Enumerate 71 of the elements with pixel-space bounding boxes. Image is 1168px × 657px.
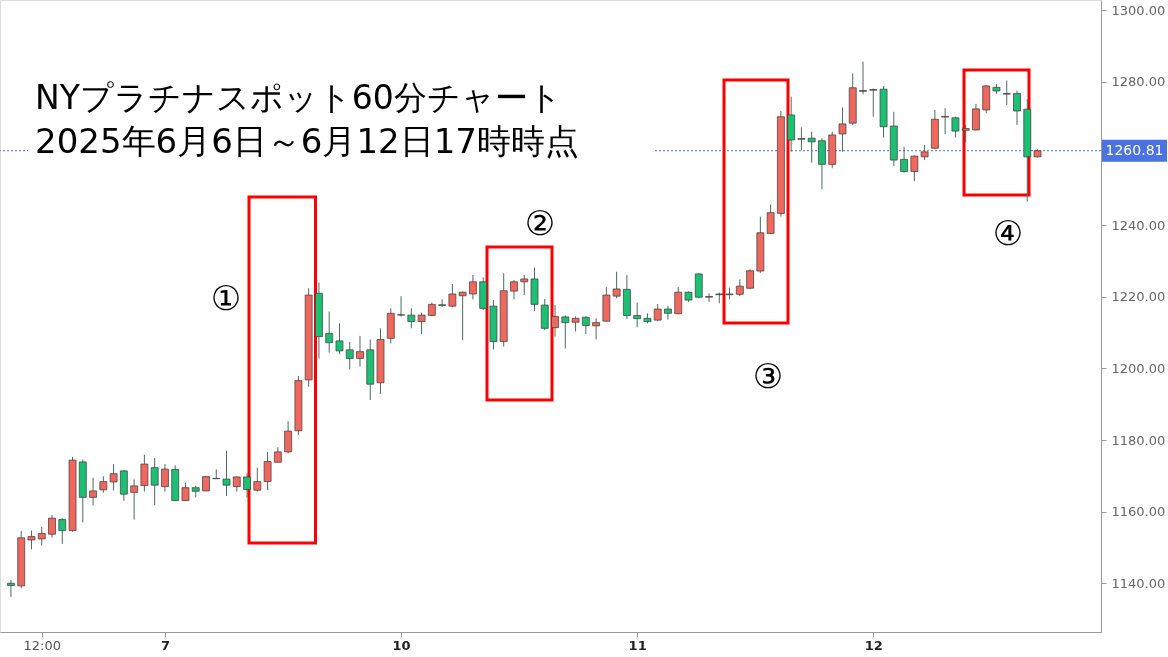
annotation: ① — [210, 278, 242, 318]
candlestick — [417, 312, 426, 335]
candlestick — [561, 314, 570, 349]
candlestick — [407, 307, 416, 329]
candlestick — [1002, 80, 1011, 106]
candlestick — [971, 103, 980, 131]
candlestick — [900, 146, 909, 174]
candlestick — [705, 292, 714, 303]
ref-line-label: 1260.81 — [1105, 141, 1164, 158]
candlestick — [509, 279, 518, 300]
y-tick-label: 1240.00 — [1111, 217, 1166, 233]
x-tick-label: 12:00 — [23, 637, 61, 653]
candlestick — [335, 322, 344, 355]
candlestick — [817, 137, 826, 190]
candlestick — [222, 450, 231, 497]
annotation: ④ — [992, 213, 1024, 253]
annotation: ③ — [752, 356, 784, 396]
candlestick — [355, 335, 364, 368]
candlestick — [243, 472, 252, 499]
candlestick — [397, 295, 406, 318]
x-tick-label: 12 — [864, 637, 883, 653]
y-tick-label: 1280.00 — [1111, 74, 1166, 90]
candlestick — [37, 526, 46, 547]
candlestick — [520, 274, 529, 296]
text: 2025年6月6日～6月12日17時時点 — [35, 121, 579, 161]
x-tick-label: 11 — [628, 637, 647, 653]
candlestick — [941, 107, 950, 135]
candlestick — [160, 463, 169, 493]
annotation: ② — [524, 203, 556, 243]
y-tick-label: 1180.00 — [1111, 432, 1166, 448]
candlestick — [797, 126, 806, 151]
candlestick — [746, 268, 755, 290]
candlestick — [6, 579, 15, 598]
candlestick — [468, 274, 477, 300]
x-tick-label: 7 — [160, 637, 170, 653]
candlestick — [694, 272, 703, 299]
candlestick — [58, 517, 67, 545]
candlestick — [48, 514, 57, 538]
candlestick — [910, 154, 919, 182]
candlestick — [130, 478, 139, 521]
candlestick — [859, 61, 868, 95]
candlestick — [150, 457, 159, 506]
candlestick — [540, 298, 549, 331]
candlestick — [325, 311, 334, 354]
candlestick — [663, 305, 672, 320]
candlestick — [27, 530, 36, 550]
candlestick — [551, 304, 560, 338]
candlestick — [181, 482, 190, 502]
candlestick — [438, 298, 447, 308]
y-tick-label: 1160.00 — [1111, 504, 1166, 520]
candlestick — [674, 286, 683, 315]
x-tick-label: 10 — [392, 637, 411, 653]
candlestick — [253, 467, 262, 493]
candlestick — [592, 317, 601, 340]
y-tick-label: 1200.00 — [1111, 360, 1166, 376]
candlestick — [284, 420, 293, 454]
candlestick — [263, 451, 272, 491]
candlestick — [89, 477, 98, 506]
candlestick — [633, 302, 642, 328]
candlestick — [1013, 90, 1021, 126]
candlestick — [345, 341, 354, 371]
candlestick — [109, 463, 118, 492]
y-tick-label: 1220.00 — [1111, 289, 1166, 305]
y-tick-label: 1300.00 — [1111, 2, 1166, 18]
candlestick — [982, 84, 991, 114]
candlestick — [119, 469, 128, 502]
candlestick — [869, 87, 878, 118]
candlestick — [838, 106, 847, 153]
y-tick-label: 1140.00 — [1111, 575, 1166, 591]
text: NYプラチナスポット60分チャート — [35, 78, 562, 117]
candlestick — [140, 454, 149, 493]
